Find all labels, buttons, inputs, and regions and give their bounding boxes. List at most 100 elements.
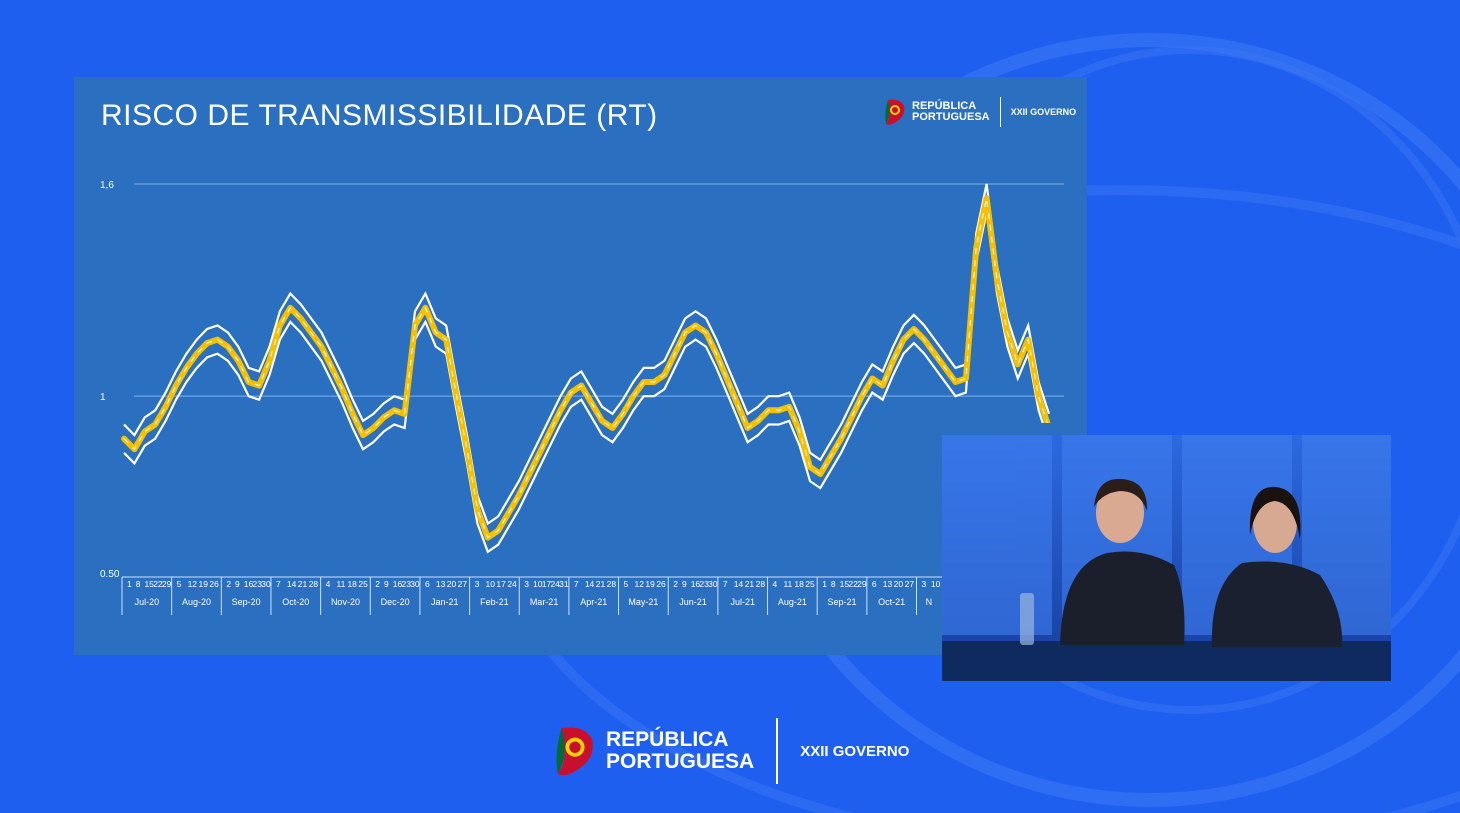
- day-tick-label: 6: [425, 579, 430, 589]
- day-tick-label: 14: [585, 579, 595, 589]
- day-tick-label: 31: [559, 579, 569, 589]
- day-tick-label: 19: [198, 579, 208, 589]
- day-tick-label: 14: [734, 579, 744, 589]
- month-label: Nov-20: [331, 597, 360, 607]
- day-tick-label: 21: [298, 579, 308, 589]
- day-tick-label: 9: [235, 579, 240, 589]
- video-scene: [942, 435, 1391, 681]
- day-tick-label: 17: [496, 579, 506, 589]
- month-label: Oct-21: [878, 597, 905, 607]
- rt-series-line: [121, 195, 1052, 541]
- day-tick-label: 10: [533, 579, 543, 589]
- y-tick-label: 1,6: [100, 180, 114, 191]
- month-label: Aug-21: [778, 597, 807, 607]
- footer-separator: [776, 718, 779, 784]
- day-tick-label: 5: [177, 579, 182, 589]
- footer-line2: PORTUGUESA: [606, 750, 755, 773]
- day-tick-label: 22: [848, 579, 858, 589]
- portugal-emblem-icon: [885, 99, 905, 125]
- day-tick-label: 21: [745, 579, 755, 589]
- day-tick-label: 15: [144, 579, 154, 589]
- chart-slide: 1,6 1 0.50 Jul-20 1 8 15 22 29 Aug-20 5 12 19 26 Sep-2…: [74, 77, 1087, 655]
- day-tick-label: 14: [287, 579, 297, 589]
- day-tick-label: 24: [550, 579, 560, 589]
- day-tick-label: 29: [162, 579, 172, 589]
- day-tick-label: 24: [507, 579, 517, 589]
- day-tick-label: 18: [794, 579, 804, 589]
- month-label: Sep-21: [828, 597, 857, 607]
- day-tick-label: 23: [253, 579, 263, 589]
- day-tick-label: 8: [831, 579, 836, 589]
- speaker-body: [1060, 551, 1185, 645]
- logo-separator: [999, 97, 1001, 127]
- month-label: Jul-20: [135, 597, 160, 607]
- interpreter-body: [1211, 561, 1343, 647]
- day-tick-label: 28: [607, 579, 617, 589]
- day-tick-label: 19: [645, 579, 655, 589]
- rt-series-dash: [123, 197, 1050, 539]
- day-tick-label: 22: [153, 579, 163, 589]
- footer-logo: REPÚBLICA PORTUGUESA XXII GOVERNO: [554, 718, 909, 784]
- day-tick-label: 7: [723, 579, 728, 589]
- day-tick-label: 23: [699, 579, 709, 589]
- y-tick-label: 1: [100, 392, 106, 403]
- day-tick-label: 16: [244, 579, 254, 589]
- day-tick-label: 30: [261, 579, 271, 589]
- day-tick-label: 25: [805, 579, 815, 589]
- y-tick-label: 0.50: [100, 569, 120, 580]
- day-tick-label: 20: [894, 579, 904, 589]
- month-label: Sep-20: [232, 597, 261, 607]
- day-tick-label: 30: [410, 579, 420, 589]
- day-tick-label: 5: [624, 579, 629, 589]
- day-tick-label: 3: [524, 579, 529, 589]
- speaker-head: [1096, 483, 1144, 543]
- day-tick-label: 13: [883, 579, 893, 589]
- day-tick-label: 26: [209, 579, 219, 589]
- day-tick-label: 4: [773, 579, 778, 589]
- logo-gov: XXII GOVERNO: [1010, 107, 1077, 117]
- day-tick-label: 17: [542, 579, 552, 589]
- logo-line1: REPÚBLICA: [912, 100, 977, 112]
- day-tick-label: 25: [358, 579, 368, 589]
- ci-lower-line: [123, 212, 1051, 554]
- footer-gov: XXII GOVERNO: [800, 742, 910, 760]
- day-tick-label: 15: [840, 579, 850, 589]
- month-label: Jul-21: [730, 597, 755, 607]
- day-tick-label: 16: [691, 579, 701, 589]
- day-tick-label: 2: [673, 579, 678, 589]
- day-tick-label: 12: [188, 579, 198, 589]
- month-label: Oct-20: [282, 597, 309, 607]
- day-tick-label: 1: [127, 579, 132, 589]
- logo-line2: PORTUGUESA: [912, 111, 990, 123]
- month-label: Dec-20: [381, 597, 410, 607]
- footer-line1: REPÚBLICA: [606, 728, 729, 751]
- day-tick-label: 27: [458, 579, 468, 589]
- day-tick-label: 11: [337, 579, 346, 589]
- day-tick-label: 10: [486, 579, 496, 589]
- slide-logo: REPÚBLICA PORTUGUESA XXII GOVERNO: [884, 95, 1076, 129]
- interpreter-head: [1253, 493, 1297, 553]
- day-tick-label: 6: [872, 579, 877, 589]
- day-tick-label: 7: [276, 579, 281, 589]
- video-top-strip: [931, 423, 1087, 435]
- day-tick-label: 3: [922, 579, 927, 589]
- day-tick-label: 13: [436, 579, 446, 589]
- day-tick-label: 30: [708, 579, 718, 589]
- press-conference-video: [942, 435, 1391, 681]
- slide-title: RISCO DE TRANSMISSIBILIDADE (RT): [101, 99, 658, 132]
- day-tick-label: 4: [326, 579, 331, 589]
- day-tick-label: 20: [447, 579, 457, 589]
- month-label: Aug-20: [182, 597, 211, 607]
- month-label: Jan-21: [431, 597, 459, 607]
- day-tick-label: 9: [682, 579, 687, 589]
- month-label: Mar-21: [530, 597, 559, 607]
- month-label: N: [926, 597, 933, 607]
- day-tick-label: 28: [309, 579, 319, 589]
- day-tick-label: 1: [822, 579, 827, 589]
- water-bottle-icon: [1020, 593, 1034, 645]
- portugal-emblem-icon: [556, 727, 593, 776]
- day-tick-label: 10: [931, 579, 941, 589]
- day-tick-label: 11: [783, 579, 792, 589]
- day-tick-label: 18: [347, 579, 357, 589]
